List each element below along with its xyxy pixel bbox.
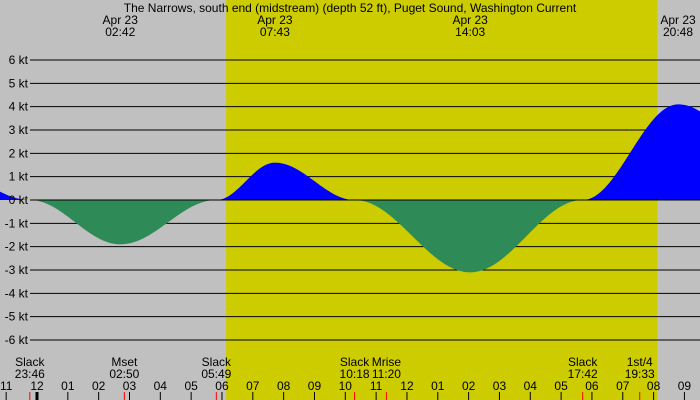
y-tick-label: 3 kt <box>9 123 29 137</box>
x-tick-label: 06 <box>585 379 599 393</box>
x-tick-label: 07 <box>616 379 630 393</box>
x-tick-label: 05 <box>184 379 198 393</box>
x-tick-label: 07 <box>246 379 260 393</box>
x-tick-label: 01 <box>61 379 75 393</box>
peak-time: 02:42 <box>105 25 135 39</box>
y-tick-label: -4 kt <box>5 286 29 300</box>
event-label: Mrise <box>372 355 402 369</box>
event-time: 02:50 <box>109 367 139 381</box>
x-tick-label: 11 <box>370 379 383 393</box>
y-tick-label: 4 kt <box>9 100 29 114</box>
peak-time: 20:48 <box>663 25 693 39</box>
x-tick-label: 10 <box>339 379 353 393</box>
x-tick-label: 04 <box>154 379 168 393</box>
event-label: Slack <box>340 355 370 369</box>
x-tick-label: 05 <box>554 379 568 393</box>
event-label: Slack <box>15 355 45 369</box>
y-tick-label: 6 kt <box>9 53 29 67</box>
flood-area <box>0 104 700 200</box>
peak-date: Apr 23 <box>452 13 488 27</box>
y-tick-label: -1 kt <box>5 216 29 230</box>
y-tick-label: -3 kt <box>5 263 29 277</box>
x-tick-label: 06 <box>215 379 229 393</box>
x-tick-label: 02 <box>92 379 106 393</box>
ebb-area <box>0 200 700 273</box>
event-time: 05:49 <box>201 367 231 381</box>
x-tick-label: 01 <box>431 379 445 393</box>
x-tick-label: 03 <box>123 379 137 393</box>
y-tick-label: 0 kt <box>9 193 29 207</box>
y-tick-label: 5 kt <box>9 76 29 90</box>
event-time: 11:20 <box>372 367 401 381</box>
y-tick-label: 2 kt <box>9 146 29 160</box>
event-label: Slack <box>202 355 232 369</box>
peak-date: Apr 23 <box>257 13 293 27</box>
event-time: 10:18 <box>340 367 370 381</box>
x-tick-label: 08 <box>277 379 291 393</box>
x-tick-label: 09 <box>308 379 322 393</box>
peak-date: Apr 23 <box>103 13 139 27</box>
x-tick-label: 11 <box>0 379 13 393</box>
x-tick-label: 12 <box>30 379 44 393</box>
event-label: Slack <box>568 355 598 369</box>
peak-time: 07:43 <box>260 25 290 39</box>
x-tick-label: 04 <box>524 379 538 393</box>
x-tick-label: 12 <box>400 379 414 393</box>
event-time: 19:33 <box>625 367 655 381</box>
event-time: 23:46 <box>15 367 45 381</box>
y-tick-label: 1 kt <box>9 170 29 184</box>
event-label: Mset <box>111 355 138 369</box>
chart-title: The Narrows, south end (midstream) (dept… <box>124 1 577 15</box>
event-time: 17:42 <box>568 367 598 381</box>
x-tick-label: 08 <box>647 379 661 393</box>
x-tick-label: 02 <box>462 379 476 393</box>
y-tick-label: -5 kt <box>5 310 29 324</box>
event-label: 1st/4 <box>627 355 653 369</box>
peak-time: 14:03 <box>455 25 485 39</box>
x-tick-label: 03 <box>493 379 507 393</box>
y-tick-label: -2 kt <box>5 240 29 254</box>
x-tick-label: 09 <box>678 379 692 393</box>
y-tick-label: -6 kt <box>5 333 29 347</box>
peak-date: Apr 23 <box>660 13 696 27</box>
